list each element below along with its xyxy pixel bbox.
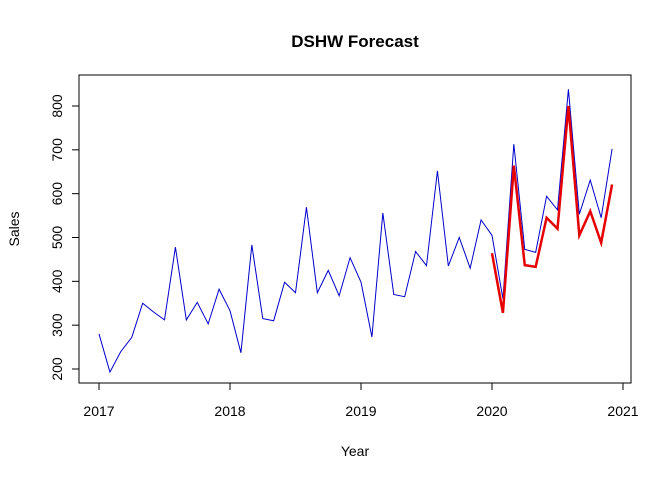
- y-tick-label: 500: [49, 226, 65, 250]
- x-tick-label: 2019: [345, 403, 376, 419]
- y-axis: 200 300 400 500 600 700 800: [49, 94, 80, 381]
- y-tick-label: 700: [49, 138, 65, 162]
- x-tick-label: 2020: [476, 403, 507, 419]
- y-tick-label: 400: [49, 269, 65, 293]
- series-layer: [98, 89, 614, 374]
- chart-title: DSHW Forecast: [291, 32, 419, 51]
- x-tick-label: 2018: [214, 403, 245, 419]
- plot-box: [78, 74, 632, 384]
- x-tick-label: 2017: [83, 403, 114, 419]
- x-axis: 2017 2018 2019 2020 2021: [83, 382, 639, 419]
- series-line-actual: [98, 89, 613, 374]
- y-tick-label: 200: [49, 357, 65, 381]
- y-tick-label: 600: [49, 182, 65, 206]
- y-tick-label: 300: [49, 313, 65, 337]
- y-axis-label: Sales: [6, 211, 22, 246]
- x-tick-label: 2021: [607, 403, 638, 419]
- series-line-forecast: [490, 105, 614, 314]
- x-axis-label: Year: [341, 443, 370, 459]
- y-tick-label: 800: [49, 94, 65, 118]
